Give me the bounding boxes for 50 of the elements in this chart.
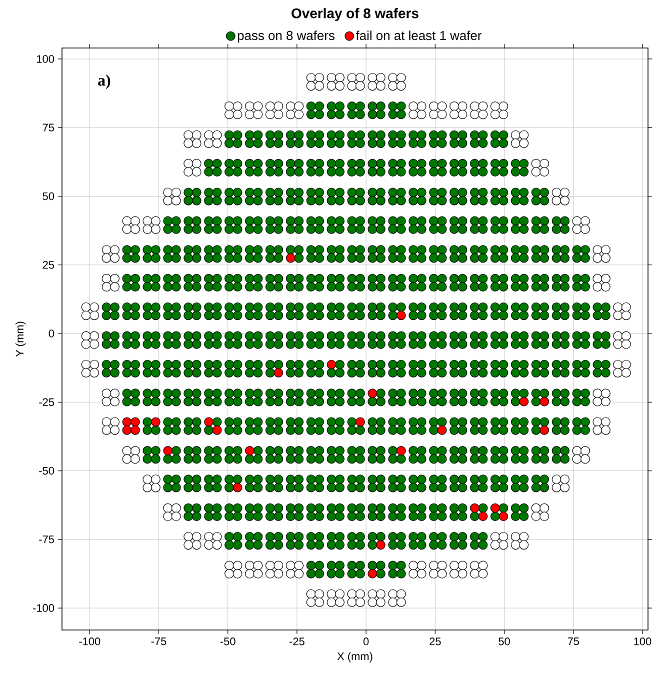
- x-axis-title: X (mm): [337, 652, 372, 662]
- y-axis-title: Y (mm): [16, 322, 26, 357]
- point: [286, 253, 296, 263]
- legend-label: fail on at least 1 wafer: [356, 30, 482, 40]
- point: [376, 540, 386, 550]
- y-tick-label: 100: [37, 55, 54, 63]
- y-tick-label: -100: [33, 604, 54, 612]
- y-tick-label: 25: [42, 261, 54, 269]
- point: [478, 512, 488, 522]
- point: [212, 425, 222, 435]
- x-tick-label: 100: [634, 638, 652, 646]
- point: [519, 396, 529, 406]
- point: [437, 425, 447, 435]
- point: [274, 368, 284, 378]
- y-tick-label: -50: [39, 466, 54, 475]
- point: [470, 503, 480, 513]
- x-tick-label: 50: [498, 638, 510, 646]
- point: [356, 417, 365, 427]
- point: [326, 360, 336, 370]
- point: [130, 417, 140, 427]
- point: [368, 388, 378, 398]
- point: [151, 417, 160, 427]
- point: [204, 417, 214, 427]
- point: [396, 446, 406, 456]
- point: [540, 425, 550, 435]
- y-tick-label: -75: [39, 536, 54, 544]
- point: [130, 425, 140, 435]
- point: [122, 425, 132, 435]
- x-tick-label: -25: [290, 638, 304, 646]
- y-tick-label: 75: [42, 124, 54, 132]
- y-tick-label: 50: [42, 192, 54, 200]
- legend-label: pass on 8 wafers: [238, 30, 334, 43]
- annotation: a): [98, 74, 110, 89]
- y-tick-label: 0: [48, 330, 54, 338]
- x-tick-label: -100: [79, 638, 100, 646]
- x-tick-label: -75: [151, 638, 166, 646]
- point: [540, 396, 550, 406]
- x-tick-label: -50: [220, 638, 236, 646]
- x-tick-label: 0: [363, 638, 369, 646]
- point: [490, 503, 500, 513]
- point: [244, 446, 254, 456]
- point: [396, 310, 406, 320]
- chart-title: Overlay of 8 wafers: [292, 8, 418, 22]
- point: [232, 482, 242, 492]
- x-tick-label: 25: [430, 638, 441, 646]
- point: [163, 446, 173, 456]
- x-tick-label: 75: [568, 638, 579, 646]
- y-tick-label: -25: [39, 398, 54, 406]
- point: [498, 512, 508, 522]
- point: [368, 569, 378, 578]
